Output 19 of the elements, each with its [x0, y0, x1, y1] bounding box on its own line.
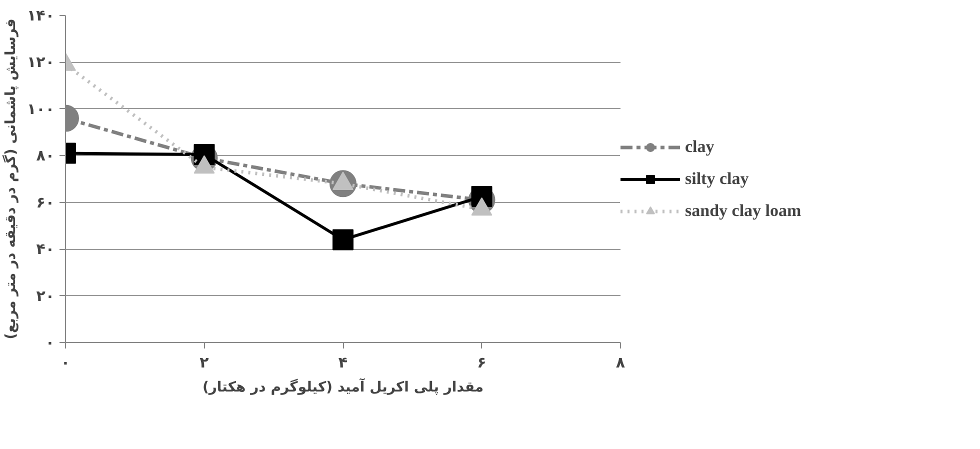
y-tick-label: ۱۲۰ — [27, 53, 55, 72]
y-tick-label: ۱۰۰ — [27, 100, 55, 118]
x-tick-label: ۴ — [338, 354, 348, 372]
y-tick-label: ۴۰ — [36, 240, 54, 258]
x-tick-label: ۲ — [200, 354, 209, 372]
y-axis-title: فرسایش پاشمانی (گرم در دقیقه در متر مربع) — [2, 18, 20, 340]
legend-label: silty clay — [685, 168, 749, 188]
y-tick-label: ۶۰ — [36, 193, 54, 212]
y-tick-label: ۰ — [45, 334, 54, 352]
y-tick-label: ۲۰ — [36, 286, 54, 305]
point — [332, 229, 354, 250]
legend-label: sandy clay loam — [685, 200, 802, 220]
legend-label: clay — [685, 136, 714, 156]
x-axis-title: مقدار پلی اکریل آمید (کیلوگرم در هکتار) — [202, 378, 484, 396]
x-tick-label: ۶ — [477, 354, 486, 372]
y-tick-label: ۱۴۰ — [27, 6, 55, 24]
y-tick-label: ۸۰ — [36, 146, 54, 165]
x-tick-label: ۰ — [60, 354, 70, 372]
x-tick-label: ۸ — [616, 354, 626, 372]
